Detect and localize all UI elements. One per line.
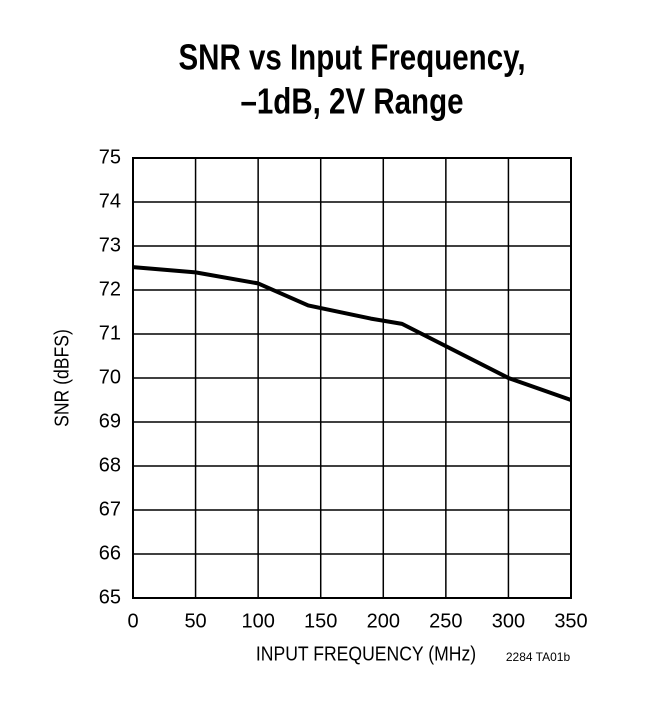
x-tick-label: 150 — [304, 610, 337, 632]
y-tick-label: 68 — [99, 454, 121, 476]
x-tick-label: 50 — [184, 610, 206, 632]
data-line — [132, 265, 572, 402]
x-tick-label: 250 — [429, 610, 462, 632]
x-tick-label: 350 — [554, 610, 587, 632]
y-axis-label: SNR (dBFS) — [50, 329, 72, 427]
y-tick-label: 71 — [99, 322, 121, 344]
chart-title: –1dB, 2V Range — [240, 81, 463, 121]
x-tick-label: 300 — [492, 610, 525, 632]
y-tick-label: 75 — [99, 146, 121, 168]
y-tick-label: 72 — [99, 278, 121, 300]
chart-title: SNR vs Input Frequency, — [178, 37, 525, 77]
x-axis-label: INPUT FREQUENCY (MHz) — [256, 642, 476, 664]
y-tick-label: 66 — [99, 542, 121, 564]
y-tick-label: 74 — [99, 190, 121, 212]
y-tick-label: 65 — [99, 586, 121, 608]
y-tick-label: 73 — [99, 234, 121, 256]
x-tick-label: 0 — [127, 610, 138, 632]
x-tick-label: 200 — [367, 610, 400, 632]
y-tick-label: 67 — [99, 498, 121, 520]
x-tick-label: 100 — [241, 610, 274, 632]
annotation: 2284 TA01b — [506, 650, 571, 664]
y-tick-label: 69 — [99, 410, 121, 432]
plot-frame — [132, 157, 572, 599]
y-tick-label: 70 — [99, 366, 121, 388]
